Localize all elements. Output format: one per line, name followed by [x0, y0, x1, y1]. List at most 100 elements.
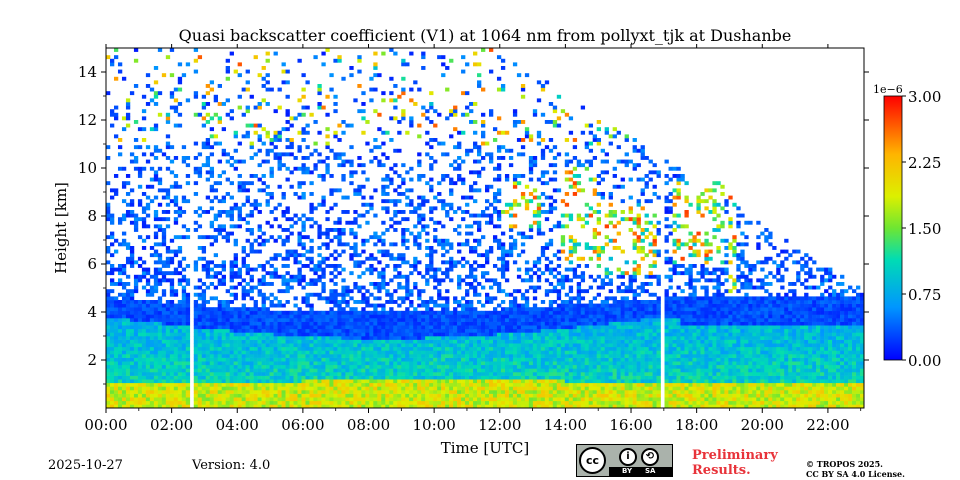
heatmap-cell	[337, 343, 342, 348]
heatmap-cell	[349, 346, 354, 351]
heatmap-cell	[169, 289, 175, 294]
heatmap-cell	[417, 177, 422, 182]
heatmap-cell	[129, 354, 135, 358]
heatmap-cell	[281, 282, 286, 286]
heatmap-cell	[229, 400, 234, 405]
heatmap-cell	[429, 397, 434, 402]
heatmap-cell	[313, 321, 318, 326]
heatmap-cell	[106, 303, 111, 308]
heatmap-cell	[141, 400, 147, 405]
heatmap-cell	[317, 130, 322, 135]
heatmap-cell	[109, 235, 115, 240]
heatmap-cell	[281, 163, 286, 168]
heatmap-cell	[345, 382, 350, 387]
heatmap-cell	[500, 289, 506, 294]
heatmap-cell	[121, 397, 127, 402]
heatmap-cell	[197, 339, 203, 344]
heatmap-cell	[425, 246, 430, 250]
heatmap-cell	[313, 339, 318, 344]
heatmap-cell	[381, 397, 386, 402]
heatmap-cell	[349, 163, 354, 168]
heatmap-cell	[233, 260, 238, 265]
heatmap-cell	[461, 325, 466, 330]
heatmap-cell	[321, 361, 326, 366]
heatmap-cell	[524, 393, 530, 398]
heatmap-cell	[281, 393, 286, 398]
heatmap-cell	[317, 84, 322, 88]
heatmap-cell	[500, 246, 506, 250]
heatmap-cell	[329, 228, 334, 232]
heatmap-cell	[397, 274, 402, 279]
heatmap-cell	[113, 76, 119, 81]
heatmap-cell	[329, 397, 334, 402]
heatmap-cell	[225, 66, 230, 70]
heatmap-cell	[321, 289, 326, 294]
heatmap-cell	[221, 318, 226, 322]
heatmap-cell	[181, 372, 187, 376]
heatmap-cell	[165, 141, 171, 146]
heatmap-cell	[488, 152, 494, 157]
heatmap-cell	[309, 346, 314, 351]
heatmap-cell	[297, 393, 302, 398]
heatmap-cell	[469, 318, 474, 322]
heatmap-cell	[285, 336, 290, 340]
heatmap-cell	[281, 368, 286, 373]
heatmap-cell	[457, 303, 462, 308]
heatmap-cell	[520, 386, 526, 391]
heatmap-cell	[153, 346, 159, 351]
heatmap-cell	[129, 404, 135, 409]
heatmap-cell	[329, 264, 334, 268]
heatmap-cell	[508, 314, 514, 319]
heatmap-cell	[429, 91, 434, 96]
heatmap-cell	[193, 267, 199, 272]
heatmap-cell	[153, 350, 159, 355]
heatmap-cell	[465, 368, 470, 373]
heatmap-cell	[504, 336, 510, 340]
heatmap-cell	[469, 386, 474, 391]
heatmap-cell	[500, 400, 506, 405]
heatmap-cell	[449, 256, 454, 261]
heatmap-cell	[125, 357, 131, 362]
heatmap-cell	[381, 253, 386, 258]
heatmap-cell	[197, 375, 203, 380]
heatmap-cell	[441, 382, 446, 387]
heatmap-cell	[217, 213, 222, 218]
heatmap-cell	[433, 382, 438, 387]
heatmap-cell	[425, 152, 430, 157]
heatmap-cell	[129, 199, 135, 204]
heatmap-cell	[389, 98, 394, 103]
heatmap-cell	[389, 256, 394, 261]
heatmap-cell	[397, 253, 402, 258]
heatmap-cell	[369, 372, 374, 376]
heatmap-cell	[173, 267, 179, 272]
heatmap-cell	[500, 350, 506, 355]
heatmap-cell	[185, 321, 191, 326]
heatmap-cell	[469, 195, 474, 200]
heatmap-cell	[341, 400, 346, 405]
heatmap-cell	[173, 314, 179, 319]
heatmap-cell	[229, 386, 234, 391]
heatmap-cell	[273, 256, 278, 261]
heatmap-cell	[165, 404, 171, 409]
heatmap-cell	[473, 350, 478, 355]
heatmap-cell	[137, 174, 143, 178]
heatmap-cell	[341, 357, 346, 362]
heatmap-cell	[329, 350, 334, 355]
heatmap-cell	[373, 382, 378, 387]
heatmap-cell	[381, 372, 386, 376]
heatmap-cell	[169, 145, 175, 150]
heatmap-cell	[117, 350, 123, 355]
heatmap-cell	[453, 314, 458, 319]
heatmap-cell	[301, 278, 306, 283]
heatmap-cell	[353, 404, 358, 409]
heatmap-cell	[233, 332, 238, 337]
heatmap-cell	[157, 343, 163, 348]
heatmap-cell	[485, 184, 490, 189]
heatmap-cell	[221, 228, 226, 232]
heatmap-cell	[461, 372, 466, 376]
heatmap-cell	[341, 325, 346, 330]
heatmap-cell	[165, 382, 171, 387]
heatmap-cell	[441, 393, 446, 398]
heatmap-cell	[205, 350, 211, 355]
heatmap-cell	[393, 386, 398, 391]
